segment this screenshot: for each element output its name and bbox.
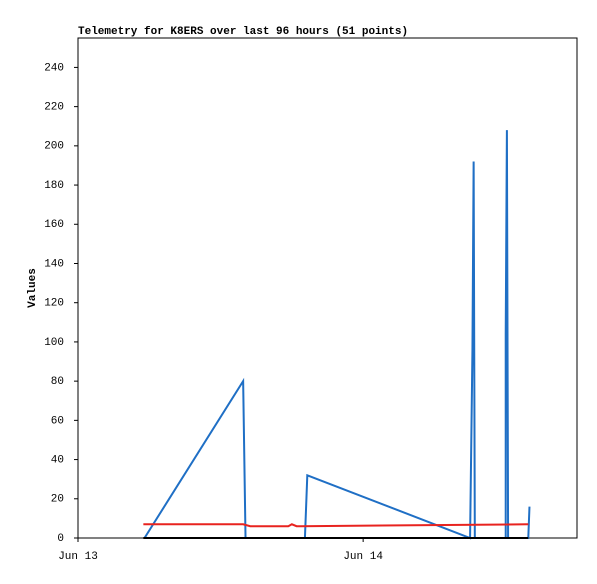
y-tick-label: 140 — [44, 258, 64, 270]
plot-frame — [77, 37, 578, 539]
y-tick-label: 100 — [44, 337, 64, 349]
y-tick-label: 0 — [57, 533, 64, 545]
y-tick-label: 160 — [44, 219, 64, 231]
y-tick-label: 220 — [44, 102, 64, 114]
y-tick-label: 120 — [44, 298, 64, 310]
y-tick-label: 60 — [51, 415, 64, 427]
x-tick-label: Jun 13 — [58, 551, 98, 563]
y-tick-label: 40 — [51, 454, 64, 466]
data-line — [143, 523, 529, 528]
y-tick-label: 180 — [44, 180, 64, 192]
y-tick-label: 200 — [44, 141, 64, 153]
y-tick-label: 80 — [51, 376, 64, 388]
x-tick-label: Jun 14 — [343, 551, 383, 563]
y-tick-label: 240 — [44, 62, 64, 74]
data-line — [143, 130, 531, 540]
y-tick-label: 20 — [51, 494, 64, 506]
chart-title: Telemetry for K8ERS over last 96 hours (… — [78, 26, 408, 38]
y-axis-label: Values — [27, 268, 39, 308]
